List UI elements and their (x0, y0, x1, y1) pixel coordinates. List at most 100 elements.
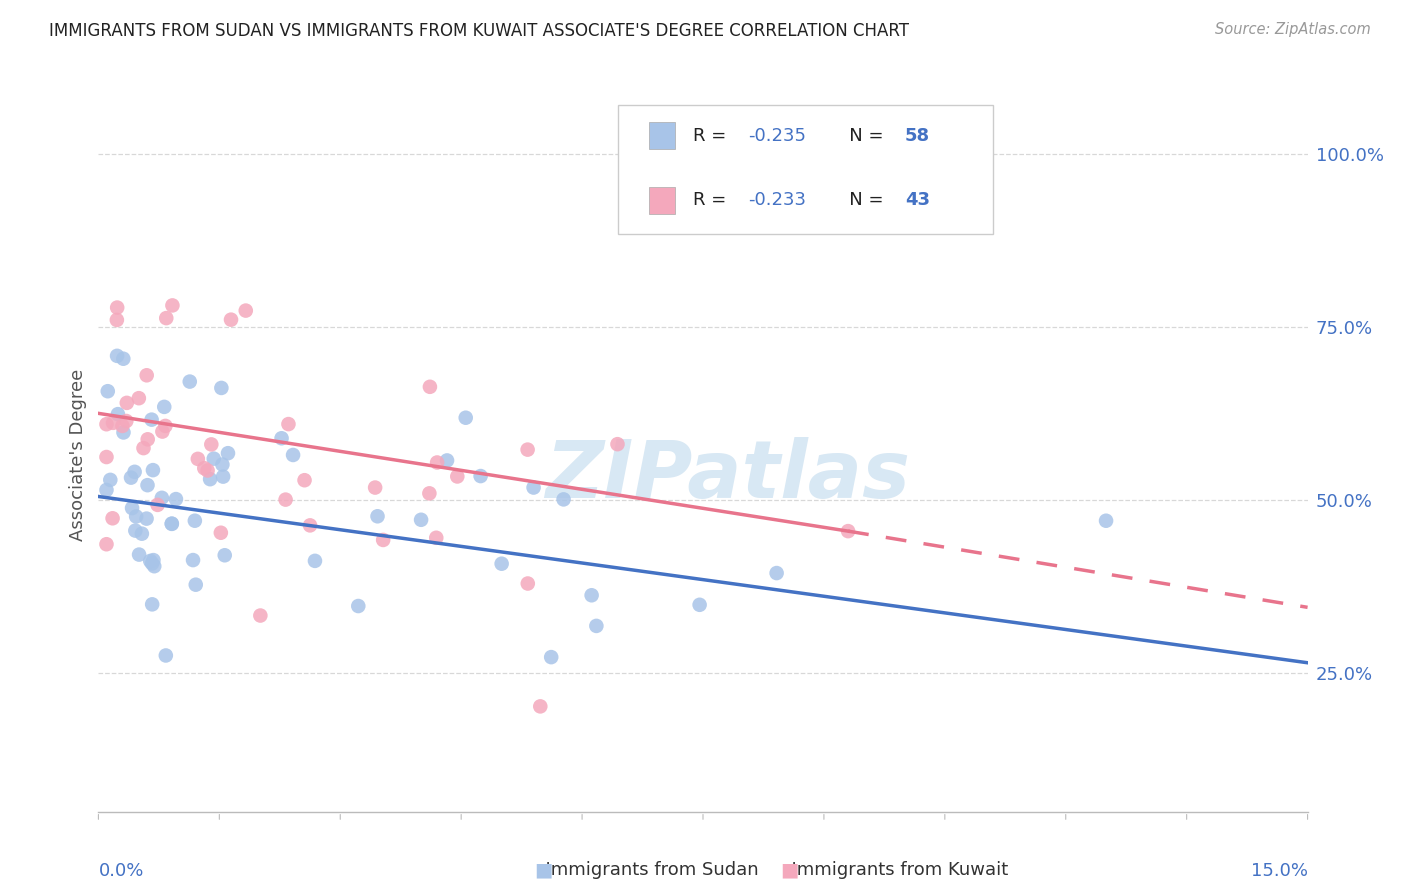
Point (96, 450, 118, 464)
Point (235, 303, 257, 318)
Point (142, 463, 165, 477)
Point (120, 470, 142, 484)
Point (214, 548, 236, 562)
Point (160, 516, 183, 531)
Text: Immigrants from Sudan: Immigrants from Sudan (534, 861, 759, 879)
Point (143, 559, 166, 574)
Point (270, 431, 292, 445)
Point (446, 469, 468, 483)
Point (198, 472, 221, 486)
Point (165, 492, 187, 507)
Point (765, 566, 787, 580)
Text: -0.233: -0.233 (748, 191, 806, 209)
Point (426, 455, 449, 469)
Point (209, 381, 232, 395)
Point (124, 465, 146, 479)
Point (689, 598, 711, 612)
Point (136, 478, 159, 492)
Text: ■: ■ (780, 860, 799, 880)
Point (529, 699, 551, 714)
Point (187, 451, 209, 466)
Point (153, 400, 176, 414)
Point (135, 368, 157, 383)
Point (585, 619, 607, 633)
Y-axis label: Associate's Degree: Associate's Degree (69, 368, 87, 541)
Point (105, 301, 128, 315)
Point (274, 492, 297, 507)
Point (101, 416, 124, 430)
Point (209, 525, 232, 540)
Point (96, 537, 118, 551)
Point (516, 442, 538, 457)
Text: Source: ZipAtlas.com: Source: ZipAtlas.com (1215, 22, 1371, 37)
Point (150, 491, 173, 505)
Point (128, 391, 150, 405)
Point (115, 414, 138, 428)
Point (277, 417, 299, 431)
Point (281, 448, 304, 462)
Point (98, 473, 121, 487)
Point (141, 412, 163, 426)
Point (581, 588, 603, 602)
Point (606, 437, 628, 451)
Point (96, 483, 118, 497)
Point (125, 509, 148, 524)
Text: 15.0%: 15.0% (1250, 862, 1308, 880)
Point (181, 553, 204, 567)
Point (1095, 514, 1118, 528)
Point (454, 410, 477, 425)
Text: R =: R = (693, 191, 733, 209)
Point (105, 349, 128, 363)
Point (142, 553, 165, 567)
Point (364, 481, 387, 495)
Point (155, 418, 177, 433)
Point (105, 313, 128, 327)
Point (162, 298, 184, 312)
Text: 0.0%: 0.0% (98, 862, 143, 880)
Point (150, 425, 173, 439)
Point (211, 458, 233, 472)
FancyBboxPatch shape (648, 122, 675, 150)
Point (219, 312, 242, 326)
Text: 58: 58 (905, 127, 929, 145)
Point (419, 380, 441, 394)
Point (111, 418, 134, 433)
Point (409, 513, 432, 527)
Point (179, 375, 201, 389)
Point (436, 453, 458, 467)
Point (367, 509, 389, 524)
Point (540, 650, 562, 665)
Point (131, 526, 153, 541)
Point (101, 511, 124, 525)
Text: IMMIGRANTS FROM SUDAN VS IMMIGRANTS FROM KUWAIT ASSOCIATE'S DEGREE CORRELATION C: IMMIGRANTS FROM SUDAN VS IMMIGRANTS FROM… (49, 22, 910, 40)
FancyBboxPatch shape (648, 186, 675, 214)
Text: N =: N = (832, 127, 890, 145)
Point (837, 524, 859, 538)
Point (202, 451, 225, 466)
Point (217, 446, 239, 460)
Point (553, 492, 575, 507)
Point (184, 577, 207, 591)
Point (491, 557, 513, 571)
Point (347, 599, 370, 613)
Point (128, 548, 150, 562)
Point (124, 524, 146, 538)
Point (425, 531, 447, 545)
Point (139, 554, 162, 568)
Point (121, 501, 143, 516)
Point (141, 598, 163, 612)
Point (200, 437, 222, 451)
Text: R =: R = (693, 127, 733, 145)
Point (160, 516, 183, 531)
Point (304, 554, 326, 568)
Point (132, 441, 155, 455)
Point (112, 425, 135, 440)
Point (96, 417, 118, 432)
Point (373, 533, 395, 547)
Point (107, 407, 129, 421)
Point (155, 311, 177, 326)
FancyBboxPatch shape (619, 105, 993, 234)
Point (115, 396, 138, 410)
Point (155, 648, 177, 663)
Text: ■: ■ (534, 860, 553, 880)
